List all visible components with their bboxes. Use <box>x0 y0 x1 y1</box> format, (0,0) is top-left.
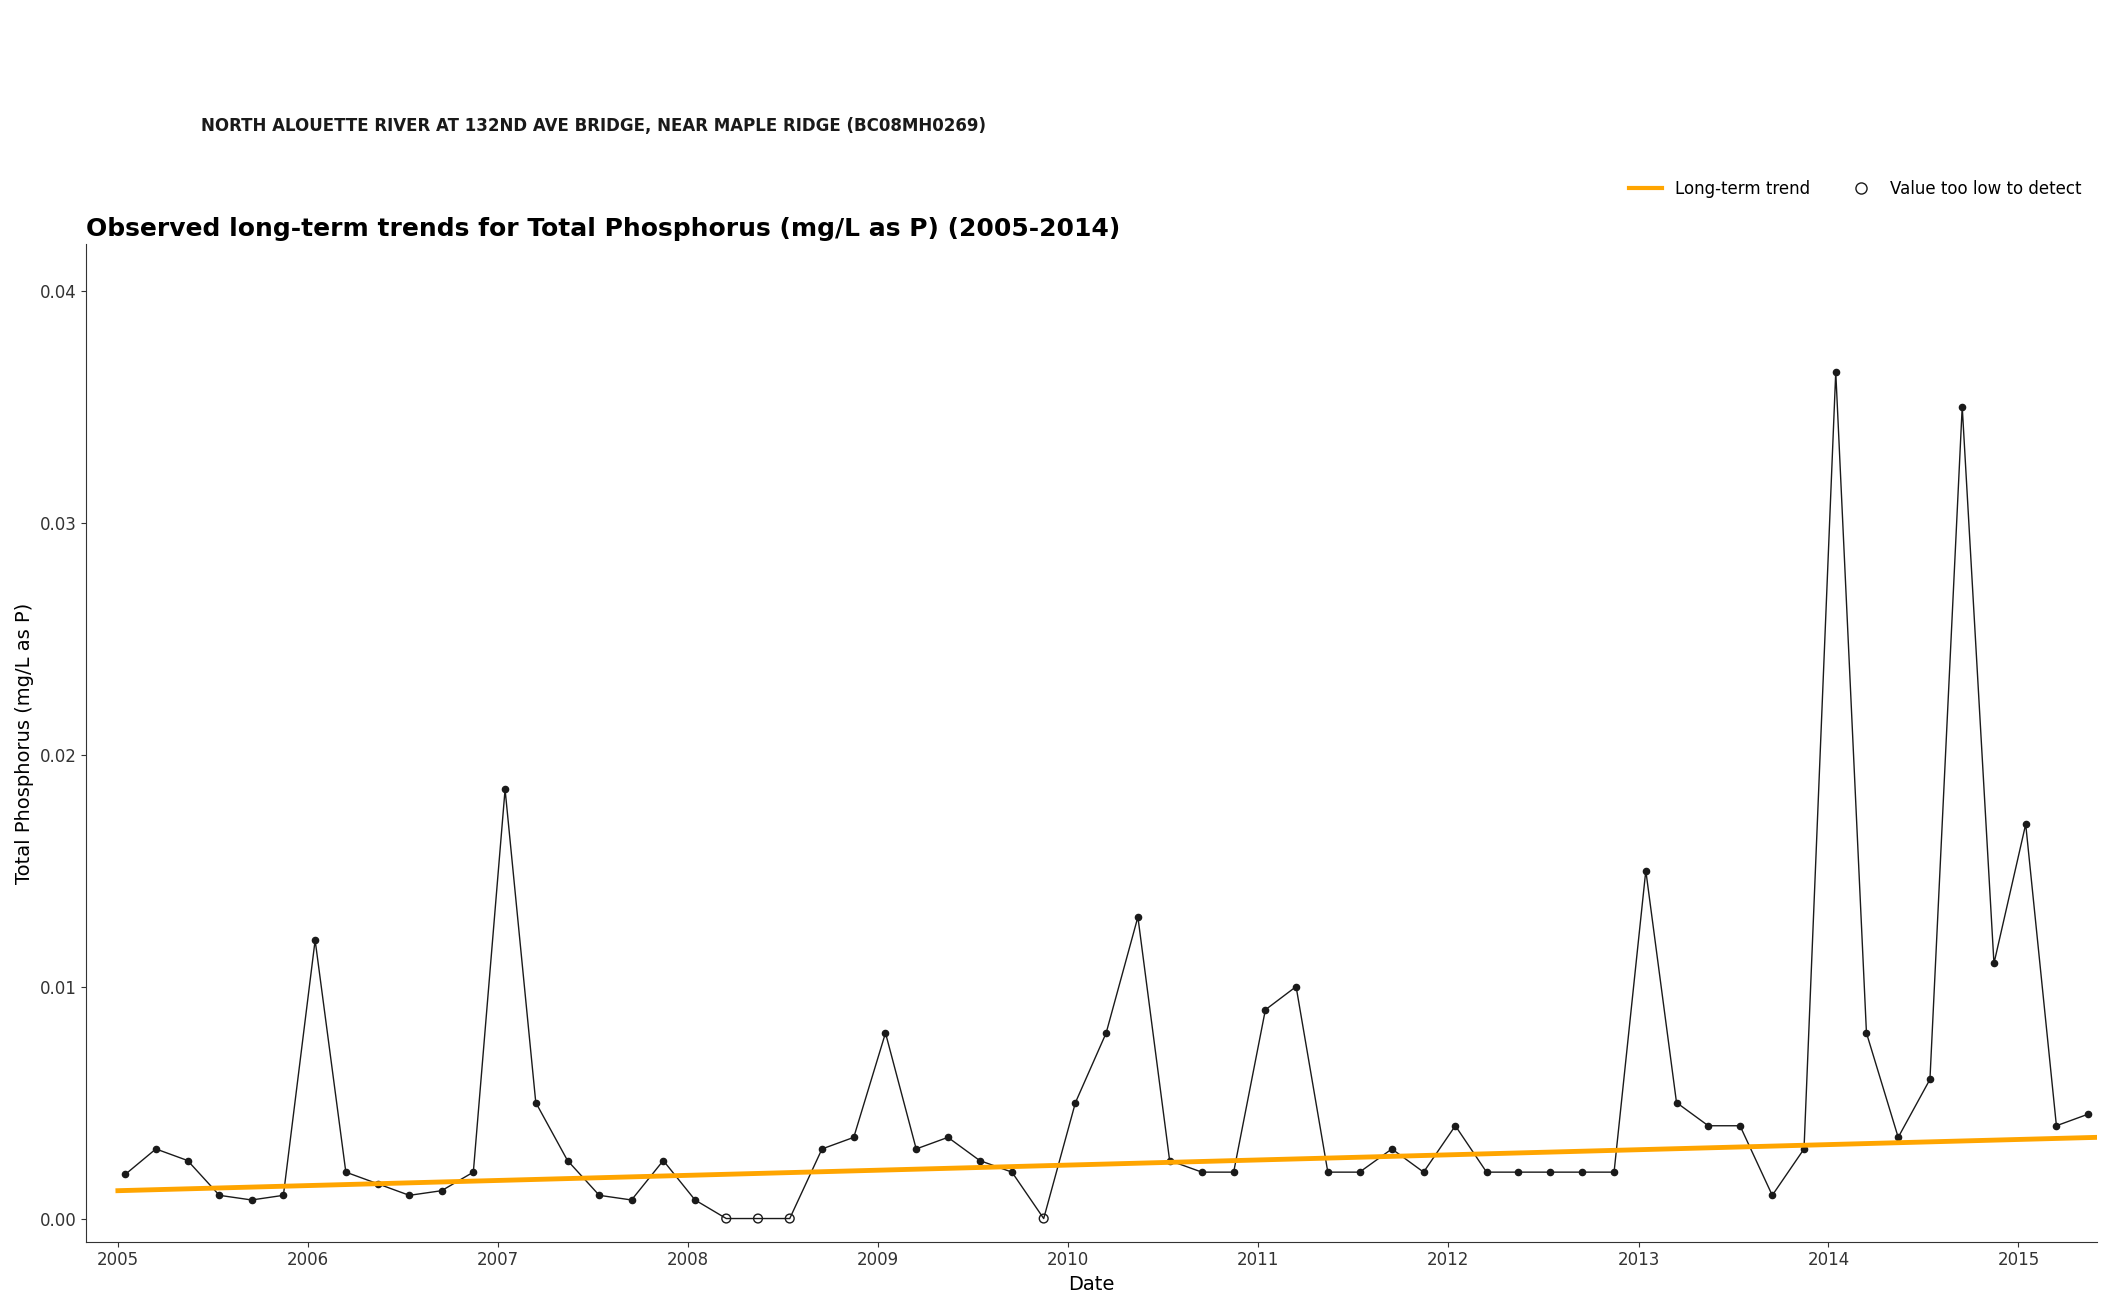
Point <box>1470 1161 1504 1182</box>
Point <box>1533 1161 1567 1182</box>
Point <box>741 1208 775 1229</box>
Point <box>1755 1185 1789 1206</box>
Point <box>234 1190 268 1211</box>
Point <box>1565 1161 1599 1182</box>
Point <box>1153 1151 1187 1172</box>
Point <box>1343 1161 1377 1182</box>
Point <box>1913 1069 1947 1090</box>
Point <box>1977 953 2011 974</box>
Point <box>678 1190 712 1211</box>
Point <box>139 1139 173 1160</box>
Point <box>393 1185 427 1206</box>
Point <box>1090 1022 1124 1043</box>
Point <box>1597 1161 1630 1182</box>
Point <box>108 1164 142 1185</box>
Text: NORTH ALOUETTE RIVER AT 132ND AVE BRIDGE, NEAR MAPLE RIDGE (BC08MH0269): NORTH ALOUETTE RIVER AT 132ND AVE BRIDGE… <box>201 117 986 135</box>
Point <box>203 1185 237 1206</box>
Point <box>1723 1115 1757 1136</box>
Point <box>1185 1161 1219 1182</box>
Point <box>266 1185 300 1206</box>
Point <box>868 1022 902 1043</box>
Point <box>931 1127 965 1148</box>
Point <box>456 1161 490 1182</box>
Point <box>488 779 522 800</box>
Point <box>551 1151 585 1172</box>
X-axis label: Date: Date <box>1069 1275 1115 1295</box>
Point <box>329 1161 363 1182</box>
Point <box>1945 397 1979 418</box>
Point <box>646 1151 680 1172</box>
Point <box>1787 1139 1821 1160</box>
Point <box>836 1127 870 1148</box>
Point <box>425 1181 458 1202</box>
Point <box>1058 1092 1092 1113</box>
Point <box>615 1190 648 1211</box>
Point <box>805 1139 838 1160</box>
Point <box>1502 1161 1535 1182</box>
Legend: Long-term trend, Value too low to detect: Long-term trend, Value too low to detect <box>1622 173 2089 204</box>
Point <box>1375 1139 1409 1160</box>
Point <box>1882 1127 1916 1148</box>
Point <box>1692 1115 1726 1136</box>
Point <box>1438 1115 1472 1136</box>
Point <box>2072 1103 2106 1124</box>
Point <box>963 1151 997 1172</box>
Point <box>1407 1161 1440 1182</box>
Point <box>1121 907 1155 928</box>
Text: Observed long-term trends for Total Phosphorus (mg/L as P) (2005-2014): Observed long-term trends for Total Phos… <box>87 217 1119 241</box>
Point <box>2009 814 2042 835</box>
Point <box>995 1161 1029 1182</box>
Y-axis label: Total Phosphorus (mg/L as P): Total Phosphorus (mg/L as P) <box>15 602 34 884</box>
Point <box>1312 1161 1345 1182</box>
Point <box>900 1139 934 1160</box>
Point <box>1217 1161 1250 1182</box>
Point <box>1850 1022 1884 1043</box>
Point <box>520 1092 553 1113</box>
Point <box>1280 977 1314 997</box>
Point <box>1026 1208 1060 1229</box>
Point <box>1818 361 1852 382</box>
Point <box>2040 1115 2074 1136</box>
Point <box>773 1208 807 1229</box>
Point <box>1660 1092 1694 1113</box>
Point <box>1248 999 1282 1020</box>
Point <box>710 1208 743 1229</box>
Point <box>298 929 332 950</box>
Point <box>583 1185 617 1206</box>
Point <box>361 1173 395 1194</box>
Point <box>171 1151 205 1172</box>
Point <box>1628 860 1662 881</box>
